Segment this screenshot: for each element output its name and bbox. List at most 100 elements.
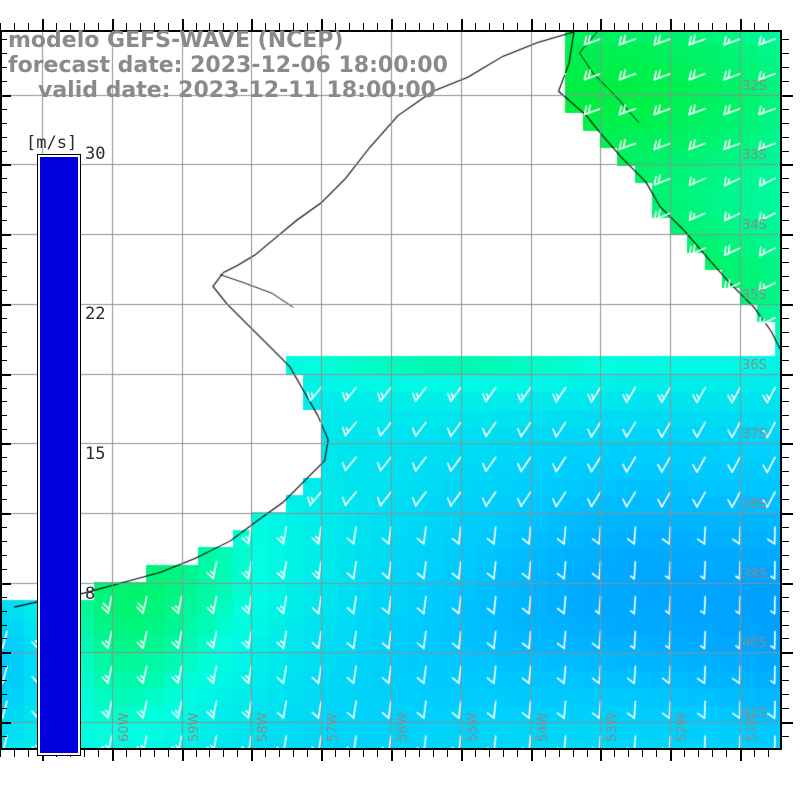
tick-lon-top: [754, 23, 755, 30]
lat-label-36S: 36S: [742, 357, 767, 373]
tick-lat: [782, 736, 789, 737]
tick-lon-top: [670, 19, 672, 30]
tick-lon-top: [251, 19, 253, 30]
tick-lon-top: [573, 23, 574, 30]
tick-lon: [126, 750, 127, 757]
lon-label-53W: 53W: [605, 712, 621, 742]
tick-lat: [782, 332, 789, 333]
tick-lon: [461, 750, 463, 761]
colorbar-gradient: [37, 154, 81, 756]
tick-lon-top: [98, 23, 99, 30]
tick-lat: [782, 151, 789, 152]
axis-bottom: [0, 748, 782, 750]
tick-lon-top: [503, 23, 504, 30]
tick-lon-top: [14, 23, 15, 30]
tick-lat: [782, 652, 793, 654]
tick-lon: [489, 750, 490, 757]
tick-lon: [433, 750, 434, 757]
tick-lon: [237, 750, 238, 757]
tick-lat: [782, 178, 789, 179]
tick-lat: [782, 346, 789, 347]
tick-lon: [42, 750, 44, 761]
tick-lon-top: [265, 23, 266, 30]
tick-lon: [517, 750, 518, 757]
tick-lat: [782, 694, 789, 695]
lon-label-60W: 60W: [116, 712, 132, 742]
tick-lon: [600, 750, 602, 761]
tick-lat: [782, 499, 789, 500]
tick-lat: [782, 276, 789, 277]
map-gridlines: [0, 32, 782, 750]
tick-lon-top: [363, 23, 364, 30]
tick-lon-top: [475, 23, 476, 30]
axis-left: [0, 30, 2, 750]
tick-lat-left: [0, 513, 11, 515]
tick-lat-left: [0, 652, 11, 654]
tick-lon-top: [433, 23, 434, 30]
tick-lon-top: [70, 23, 71, 30]
tick-lat-left: [0, 722, 11, 724]
lon-label-58W: 58W: [256, 712, 272, 742]
tick-lat: [782, 569, 789, 570]
tick-lat-left: [0, 276, 7, 277]
tick-lat: [782, 81, 789, 82]
tick-lon-top: [391, 19, 393, 30]
tick-lat: [782, 374, 793, 376]
tick-lon: [684, 750, 685, 757]
tick-lat: [782, 360, 789, 361]
tick-lat: [782, 680, 789, 681]
tick-lon: [754, 750, 755, 757]
tick-lon-top: [182, 19, 184, 30]
tick-lat: [782, 638, 789, 639]
lon-label-57W: 57W: [326, 712, 342, 742]
colorbar-tick-8: 8: [85, 584, 96, 604]
tick-lat: [782, 220, 789, 221]
tick-lat-left: [0, 541, 7, 542]
tick-lat-left: [0, 680, 7, 681]
tick-lat: [782, 164, 793, 166]
tick-lon: [377, 750, 378, 757]
tick-lon: [573, 750, 574, 757]
lat-label-32S: 32S: [742, 78, 767, 94]
lat-label-35S: 35S: [742, 287, 767, 303]
tick-lon: [209, 750, 210, 757]
lat-label-41S: 41S: [742, 706, 767, 722]
tick-lat-left: [0, 360, 7, 361]
tick-lat-left: [0, 666, 7, 667]
tick-lat: [782, 290, 789, 291]
tick-lon: [559, 750, 560, 757]
tick-lon-top: [279, 23, 280, 30]
tick-lon: [196, 750, 197, 757]
tick-lat-left: [0, 346, 7, 347]
tick-lat: [782, 95, 793, 97]
tick-lon-top: [656, 23, 657, 30]
lon-label-52W: 52W: [675, 712, 691, 742]
tick-lon-top: [56, 23, 57, 30]
title-valid-date: valid date: 2023-12-11 18:00:00: [38, 78, 436, 103]
tick-lat: [782, 611, 789, 612]
tick-lat-left: [0, 109, 7, 110]
tick-lon: [614, 750, 615, 757]
colorbar[interactable]: [37, 154, 81, 756]
tick-lon-top: [209, 23, 210, 30]
tick-lat: [782, 388, 789, 389]
tick-lon-top: [349, 23, 350, 30]
tick-lon-top: [321, 19, 323, 30]
tick-lon: [154, 750, 155, 757]
tick-lon-top: [726, 23, 727, 30]
tick-lon: [726, 750, 727, 757]
tick-lat: [782, 192, 789, 193]
tick-lat: [782, 485, 789, 486]
lat-label-37S: 37S: [742, 427, 767, 443]
tick-lat: [782, 318, 789, 319]
tick-lon-top: [628, 23, 629, 30]
lon-label-59W: 59W: [186, 712, 202, 742]
tick-lon: [656, 750, 657, 757]
tick-lon: [503, 750, 504, 757]
colorbar-unit-label: [m/s]: [26, 133, 78, 153]
tick-lon: [475, 750, 476, 757]
tick-lon: [140, 750, 141, 757]
tick-lat-left: [0, 220, 7, 221]
tick-lat: [782, 625, 789, 626]
